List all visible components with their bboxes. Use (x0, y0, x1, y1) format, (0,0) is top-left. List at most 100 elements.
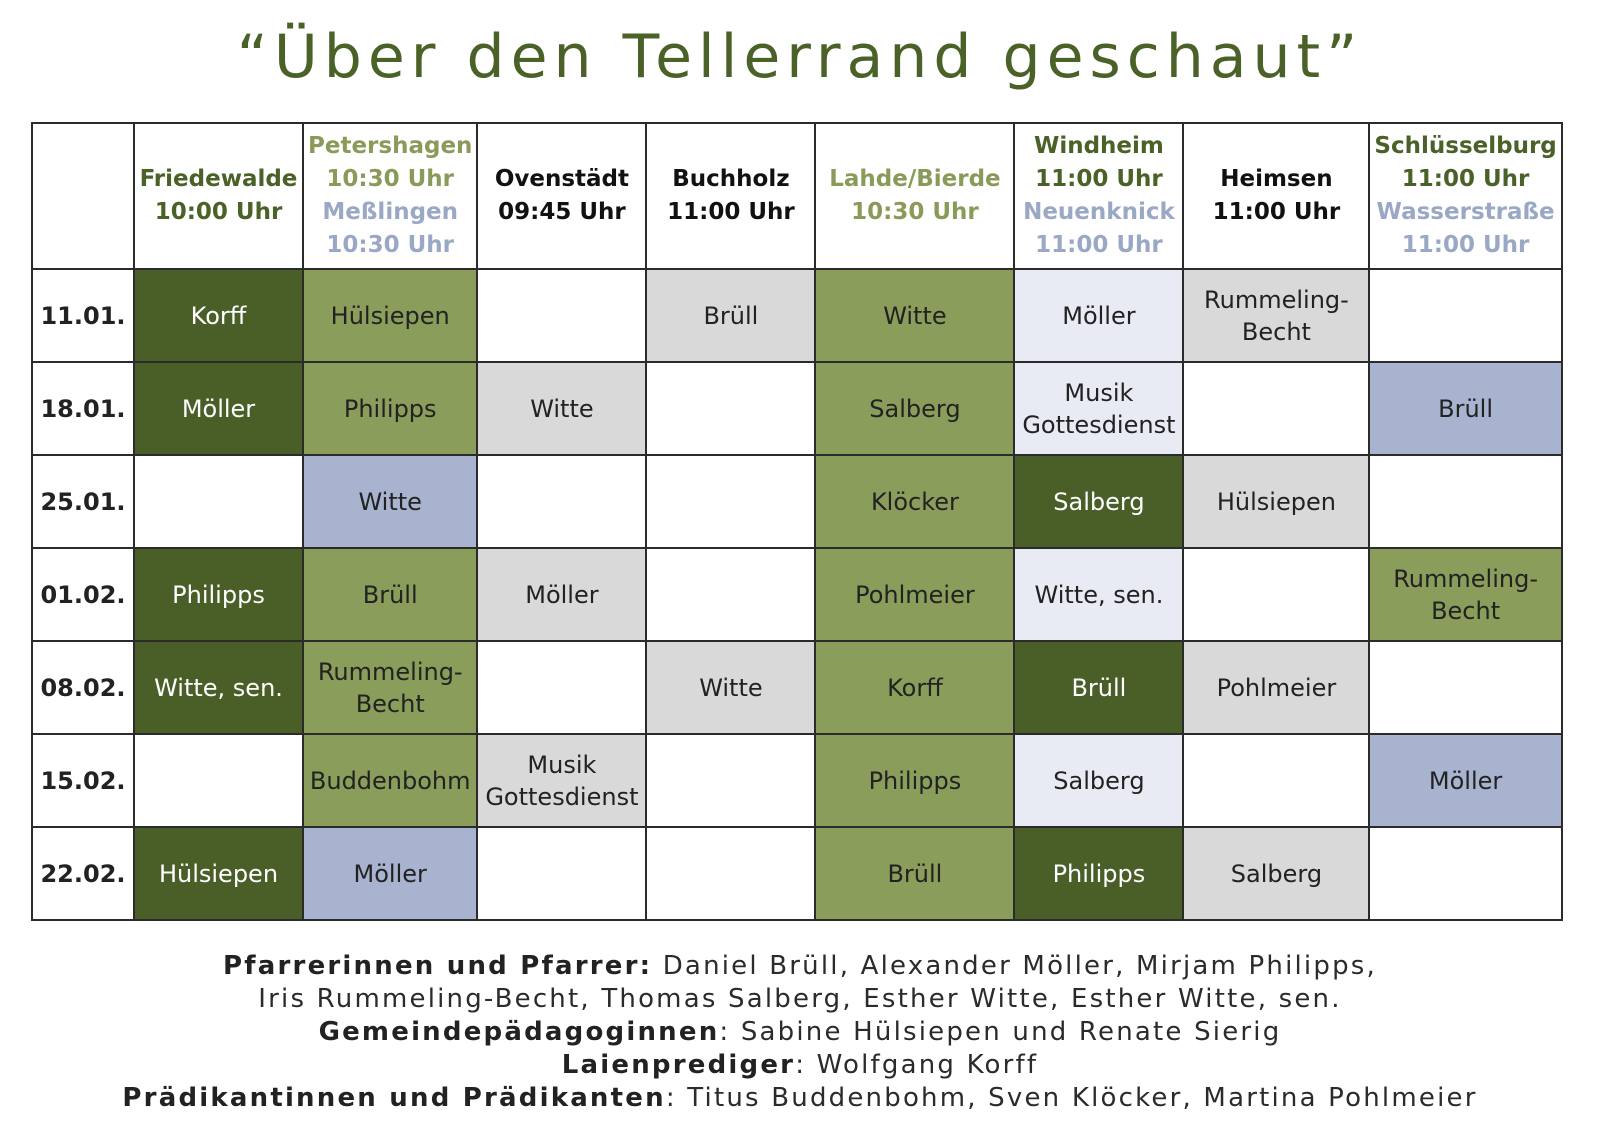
preacher-cell: Rummeling- Becht (1368, 547, 1563, 642)
column-header: Schlüsselburg 11:00 Uhr Wasserstraße 11:00 … (1368, 122, 1563, 270)
preacher-cell: Möller (1013, 268, 1185, 363)
empty-cell (645, 547, 817, 642)
column-header-line: Petershagen (308, 133, 473, 159)
column-header: Friedewalde 10:00 Uhr (133, 122, 304, 270)
table-row: 11.01. Korff Hülsiepen Brüll Witte Möller Rumm… (31, 268, 1563, 363)
gemeinde-names: : Sabine Hülsiepen und Renate Sierig (719, 1017, 1282, 1047)
preacher-cell: Musik Gottesdienst (476, 733, 648, 828)
empty-cell (1368, 268, 1563, 363)
column-header-line: Heimsen (1220, 166, 1333, 192)
date-cell: 08.02. (31, 640, 135, 735)
preacher-cell: Klöcker (814, 454, 1016, 549)
table-row: 01.02. Philipps Brüll Möller Pohlmeier Witte,… (31, 547, 1563, 642)
column-header: Buchholz 11:00 Uhr (645, 122, 817, 270)
pfarrer-label: Pfarrerinnen und Pfarrer: (223, 951, 653, 981)
column-header-line: 10:00 Uhr (154, 199, 283, 225)
column-header-line: 11:00 Uhr (1212, 199, 1341, 225)
column-header: Lahde/Bierde 10:30 Uhr (814, 122, 1016, 270)
table-row: 15.02. Buddenbohm Musik Gottesdienst Philip… (31, 733, 1563, 828)
empty-cell (645, 733, 817, 828)
preacher-cell: Möller (1368, 733, 1563, 828)
preacher-cell: Brüll (301, 547, 479, 642)
column-header: Ovenstädt 09:45 Uhr (476, 122, 648, 270)
table-row: 08.02. Witte, sen. Rummeling- Becht Witte Ko… (31, 640, 1563, 735)
page-title: “Über den Tellerrand geschaut” (236, 22, 1364, 92)
preacher-cell: Musik Gottesdienst (1013, 361, 1185, 456)
preacher-cell: Philipps (1013, 826, 1185, 921)
empty-cell (476, 826, 648, 921)
table-row: 25.01. Witte Klöcker Salberg Hülsiepen (31, 454, 1563, 549)
date-cell: 11.01. (31, 268, 135, 363)
preacher-cell: Brüll (814, 826, 1016, 921)
date-cell: 25.01. (31, 454, 135, 549)
preacher-cell: Hülsiepen (133, 826, 304, 921)
preacher-cell: Rummeling- Becht (301, 640, 479, 735)
column-header-line: 11:00 Uhr (667, 199, 795, 225)
column-header-line: 11:00 Uhr (1401, 166, 1530, 192)
service-schedule-table: Friedewalde 10:00 Uhr Petershagen 10:30 Uhr… (31, 122, 1563, 921)
preacher-cell: Salberg (814, 361, 1016, 456)
empty-cell (1368, 640, 1563, 735)
preacher-cell: Pohlmeier (1182, 640, 1371, 735)
preacher-cell: Möller (476, 547, 648, 642)
column-header-line: Lahde/Bierde (829, 166, 1001, 192)
preacher-cell: Philipps (133, 547, 304, 642)
footer-line-1: Pfarrerinnen und Pfarrer: Daniel Brüll, … (0, 950, 1600, 983)
corner-cell (31, 122, 135, 270)
empty-cell (645, 826, 817, 921)
table-body: 11.01. Korff Hülsiepen Brüll Witte Möller Rumm… (31, 268, 1563, 921)
pfarrer-names-1: Daniel Brüll, Alexander Möller, Mirjam P… (652, 951, 1377, 981)
preacher-cell: Hülsiepen (301, 268, 479, 363)
preacher-cell: Salberg (1013, 454, 1185, 549)
preacher-cell: Möller (133, 361, 304, 456)
empty-cell (1182, 361, 1371, 456)
header-row: Friedewalde 10:00 Uhr Petershagen 10:30 Uhr… (31, 122, 1563, 270)
footer-line-2: Iris Rummeling-Becht, Thomas Salberg, Es… (0, 983, 1600, 1016)
column-header-line: Wasserstraße (1376, 199, 1555, 225)
preacher-cell: Brüll (645, 268, 817, 363)
preacher-cell: Witte, sen. (133, 640, 304, 735)
preacher-cell: Buddenbohm (301, 733, 479, 828)
column-header-line: 11:00 Uhr (1035, 166, 1163, 192)
preacher-cell: Philipps (814, 733, 1016, 828)
column-header-line: 10:30 Uhr (326, 232, 455, 258)
preacher-cell: Witte (476, 361, 648, 456)
preacher-cell: Witte (301, 454, 479, 549)
preacher-cell: Witte (645, 640, 817, 735)
empty-cell (476, 454, 648, 549)
column-header: Petershagen 10:30 Uhr Meßlingen 10:30 Uhr (301, 122, 479, 270)
column-header-line: Ovenstädt (494, 166, 630, 192)
column-header-line: Windheim (1033, 133, 1164, 159)
date-cell: 15.02. (31, 733, 135, 828)
empty-cell (645, 454, 817, 549)
preacher-cell: Rummeling- Becht (1182, 268, 1371, 363)
gemeinde-label: Gemeindepädagoginnen (318, 1017, 720, 1047)
preacher-cell: Möller (301, 826, 479, 921)
empty-cell (133, 454, 304, 549)
preacher-cell: Pohlmeier (814, 547, 1016, 642)
praedikant-label: Prädikantinnen und Prädikanten (122, 1083, 666, 1113)
column-header-line: Neuenknick (1023, 199, 1175, 225)
empty-cell (133, 733, 304, 828)
column-header-line: Friedewalde (139, 166, 298, 192)
column-header: Windheim 11:00 Uhr Neuenknick 11:00 Uhr (1013, 122, 1185, 270)
preacher-cell: Salberg (1013, 733, 1185, 828)
date-cell: 01.02. (31, 547, 135, 642)
preacher-cell: Philipps (301, 361, 479, 456)
pfarrer-names-2: Iris Rummeling-Becht, Thomas Salberg, Es… (258, 984, 1342, 1014)
empty-cell (1182, 547, 1371, 642)
column-header-line: Schlüsselburg (1374, 133, 1557, 159)
column-header: Heimsen 11:00 Uhr (1182, 122, 1371, 270)
column-header-line: 11:00 Uhr (1401, 232, 1530, 258)
preacher-cell: Witte (814, 268, 1016, 363)
preacher-cell: Korff (814, 640, 1016, 735)
column-header-line: Buchholz (672, 166, 790, 192)
column-header-line: 10:30 Uhr (326, 166, 455, 192)
footer-credits: Pfarrerinnen und Pfarrer: Daniel Brüll, … (0, 950, 1600, 1115)
laien-label: Laienprediger (561, 1050, 796, 1080)
empty-cell (476, 268, 648, 363)
table-row: 22.02. Hülsiepen Möller Brüll Philipps Salber… (31, 826, 1563, 921)
preacher-cell: Witte, sen. (1013, 547, 1185, 642)
empty-cell (1368, 454, 1563, 549)
empty-cell (1368, 826, 1563, 921)
